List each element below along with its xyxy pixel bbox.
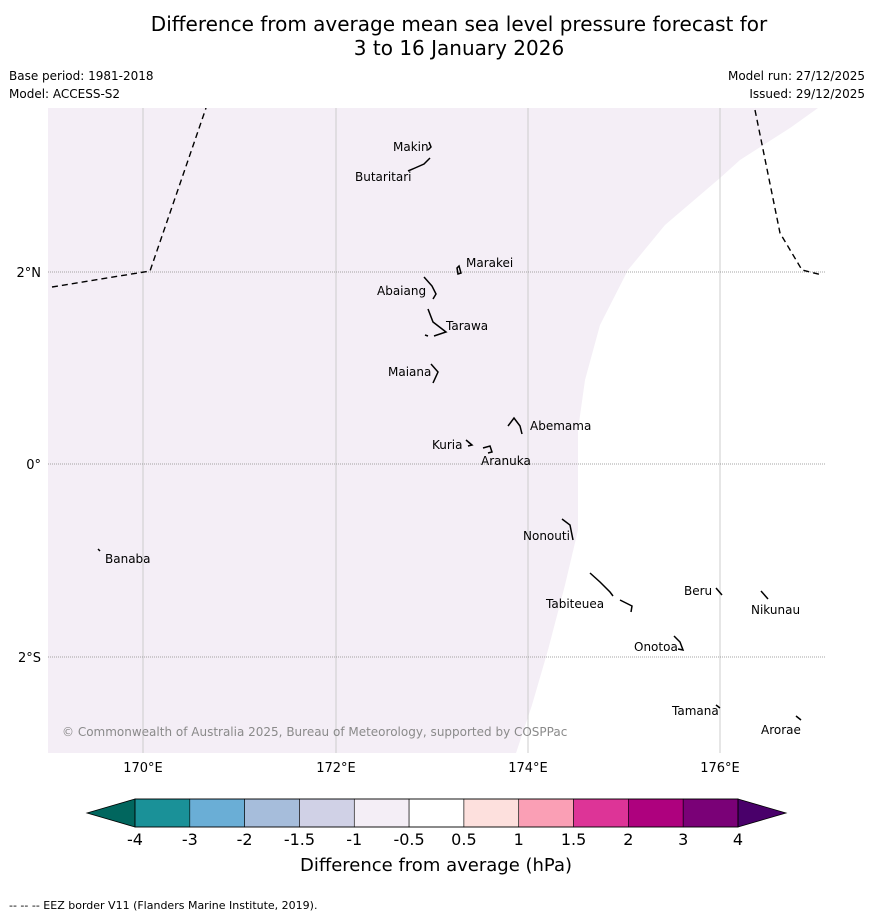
colorbar-tick-label: -2 [237,830,253,849]
label-abemama: Abemama [530,419,591,433]
island-makin [427,141,432,151]
label-maiana: Maiana [388,365,431,379]
island-onotoa [673,635,685,652]
base-period: Base period: 1981-2018 [9,69,154,83]
colorbar-tick-label: -4 [127,830,143,849]
island-tamana [715,704,721,709]
colorbar-cell [134,798,191,828]
colorbar-cell [189,798,245,828]
island-abemama [507,416,523,435]
island-tabiteuea [589,572,633,613]
eez-border-east [754,109,823,276]
colorbar-tick-label: -1 [346,830,362,849]
colorbar-cell [682,798,739,828]
label-tarawa: Tarawa [445,319,488,333]
lon-tick-174: 174°E [508,761,548,776]
label-arorae: Arorae [761,723,801,737]
label-nikunau: Nikunau [751,603,800,617]
place-labels: Makin Butaritari Marakei Abaiang Tarawa … [105,140,801,737]
map-area [48,108,826,753]
copyright-notice: © Commonwealth of Australia 2025, Bureau… [62,725,567,739]
label-butaritari: Butaritari [355,170,412,184]
pressure-anomaly-region [48,108,818,753]
island-nonouti [561,518,574,541]
label-banaba: Banaba [105,552,151,566]
colorbar-cell [628,798,684,828]
colorbar-label: Difference from average (hPa) [300,855,572,876]
island-aranuka [482,445,493,454]
longitude-ticks: 170°E 172°E 174°E 176°E [123,761,740,776]
colorbar-tick-label: 2 [623,830,633,849]
colorbar-tick-label: -0.5 [393,830,424,849]
model-run: Model run: 27/12/2025 [727,69,865,83]
colorbar-cell [353,798,410,828]
title-line-1: Difference from average mean sea level p… [150,12,768,36]
colorbar-tick-label: 0.5 [451,830,476,849]
island-outlines [97,141,802,721]
colorbar-cell [244,798,300,828]
eez-border-west [51,108,207,288]
label-nonouti: Nonouti [523,529,570,543]
colorbar-ticks: -4 -3 -2 -1.5 -1 -0.5 0.5 1 1.5 2 3 4 [127,830,743,849]
eez-border [51,108,823,288]
colorbar-cell [518,798,574,828]
island-nikunau [760,590,769,600]
latitude-ticks: 2°N 0° 2°S [17,266,42,666]
chart-title: Difference from average mean sea level p… [0,12,873,60]
eez-source-note: -- -- -- EEZ border V11 (Flanders Marine… [9,899,318,912]
island-abaiang [423,276,437,300]
colorbar-tick-label: 1.5 [561,830,586,849]
colorbar-cell [463,798,520,828]
island-maiana [430,363,439,384]
island-butaritari [407,157,431,172]
lat-tick-0: 0° [26,458,41,473]
issued-date: Issued: 29/12/2025 [749,87,865,101]
label-tamana: Tamana [671,704,719,718]
island-marakei [456,264,462,275]
lat-tick-2n: 2°N [17,266,42,281]
colorbar-cells [134,798,739,828]
colorbar-tick-label: -3 [182,830,198,849]
island-kuria [465,439,474,447]
label-makin: Makin [393,140,429,154]
island-banaba [97,548,101,552]
lon-tick-176: 176°E [700,761,740,776]
label-abaiang: Abaiang [377,284,426,298]
colorbar-cell [573,798,629,828]
label-tabiteuea: Tabiteuea [545,597,604,611]
lon-tick-170: 170°E [123,761,163,776]
label-onotoa: Onotoa [634,640,678,654]
label-aranuka: Aranuka [481,454,531,468]
colorbar-tick-label: 4 [733,830,743,849]
colorbar-tick-label: 1 [514,830,524,849]
colorbar-cell [408,798,465,828]
meta-right: Model run: 27/12/2025 Issued: 29/12/2025 [728,67,865,103]
colorbar-tick-label: -1.5 [284,830,315,849]
title-line-2: 3 to 16 January 2026 [353,36,565,60]
label-marakei: Marakei [466,256,513,270]
meta-left: Base period: 1981-2018 Model: ACCESS-S2 [9,67,154,103]
colorbar-outline [134,798,739,828]
label-beru: Beru [684,584,712,598]
label-kuria: Kuria [432,438,463,452]
parallels [48,271,826,658]
island-arorae [795,715,802,721]
colorbar: -4 -3 -2 -1.5 -1 -0.5 0.5 1 1.5 2 3 4 Difference fr… [85,798,788,876]
lon-tick-172: 172°E [316,761,356,776]
colorbar-tick-label: 3 [678,830,688,849]
model-name: Model: ACCESS-S2 [9,87,121,101]
colorbar-under-arrow [85,798,136,828]
island-beru [715,587,723,596]
colorbar-cell [299,798,355,828]
island-tarawa [424,308,448,337]
colorbar-over-arrow [737,798,788,828]
lat-tick-2s: 2°S [18,651,41,666]
gridlines [142,108,721,753]
